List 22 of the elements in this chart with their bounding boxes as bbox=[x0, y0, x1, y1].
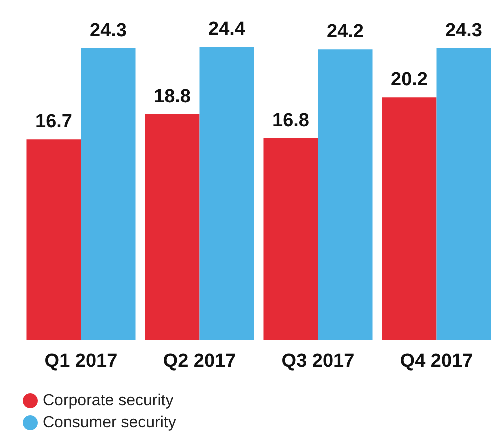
bar bbox=[200, 47, 254, 340]
x-tick-label: Q2 2017 bbox=[163, 351, 236, 372]
bar bbox=[81, 48, 136, 340]
x-tick-label: Q3 2017 bbox=[282, 351, 355, 372]
data-label: 24.2 bbox=[327, 22, 364, 43]
data-label: 16.8 bbox=[272, 110, 310, 132]
data-label: 16.7 bbox=[36, 112, 72, 133]
bar bbox=[436, 48, 492, 340]
bar bbox=[382, 98, 437, 340]
data-label: 24.3 bbox=[90, 20, 127, 42]
bar bbox=[145, 114, 200, 340]
legend-label: Consumer security bbox=[43, 414, 176, 432]
data-label: 24.3 bbox=[446, 20, 482, 42]
bar bbox=[26, 140, 82, 340]
bar bbox=[264, 138, 318, 340]
x-tick-label: Q4 2017 bbox=[400, 351, 474, 372]
data-label: 24.4 bbox=[208, 19, 246, 40]
data-label: 20.2 bbox=[391, 70, 428, 91]
legend-label: Corporate security bbox=[43, 392, 174, 410]
data-label: 18.8 bbox=[154, 86, 191, 108]
x-tick-label: Q1 2017 bbox=[44, 351, 118, 372]
bar bbox=[318, 50, 373, 340]
